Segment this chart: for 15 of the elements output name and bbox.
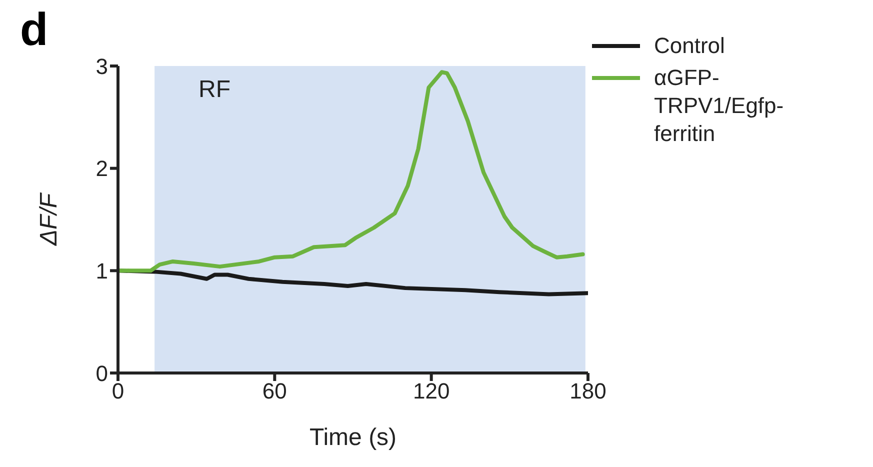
line-series xyxy=(118,70,585,273)
x-tick-label: 60 xyxy=(262,378,287,404)
chart-title: d xyxy=(20,2,48,56)
x-tick-label: 180 xyxy=(570,378,606,404)
y-tick-label: 2 xyxy=(96,156,108,182)
x-tick-label: 0 xyxy=(112,378,124,404)
legend-label: Control xyxy=(654,32,726,60)
y-tick-label: 1 xyxy=(96,258,108,284)
y-tick-label: 0 xyxy=(96,360,108,386)
x-tick-label: 120 xyxy=(412,378,450,404)
legend-label: αGFP-TRPV1/Egfp-ferritin xyxy=(654,64,785,148)
y-axis-title: ΔF/F xyxy=(36,192,63,247)
y-tick-label: 3 xyxy=(96,54,108,79)
band-label: RF xyxy=(198,76,231,104)
x-axis-title: Time (s) xyxy=(309,424,397,451)
